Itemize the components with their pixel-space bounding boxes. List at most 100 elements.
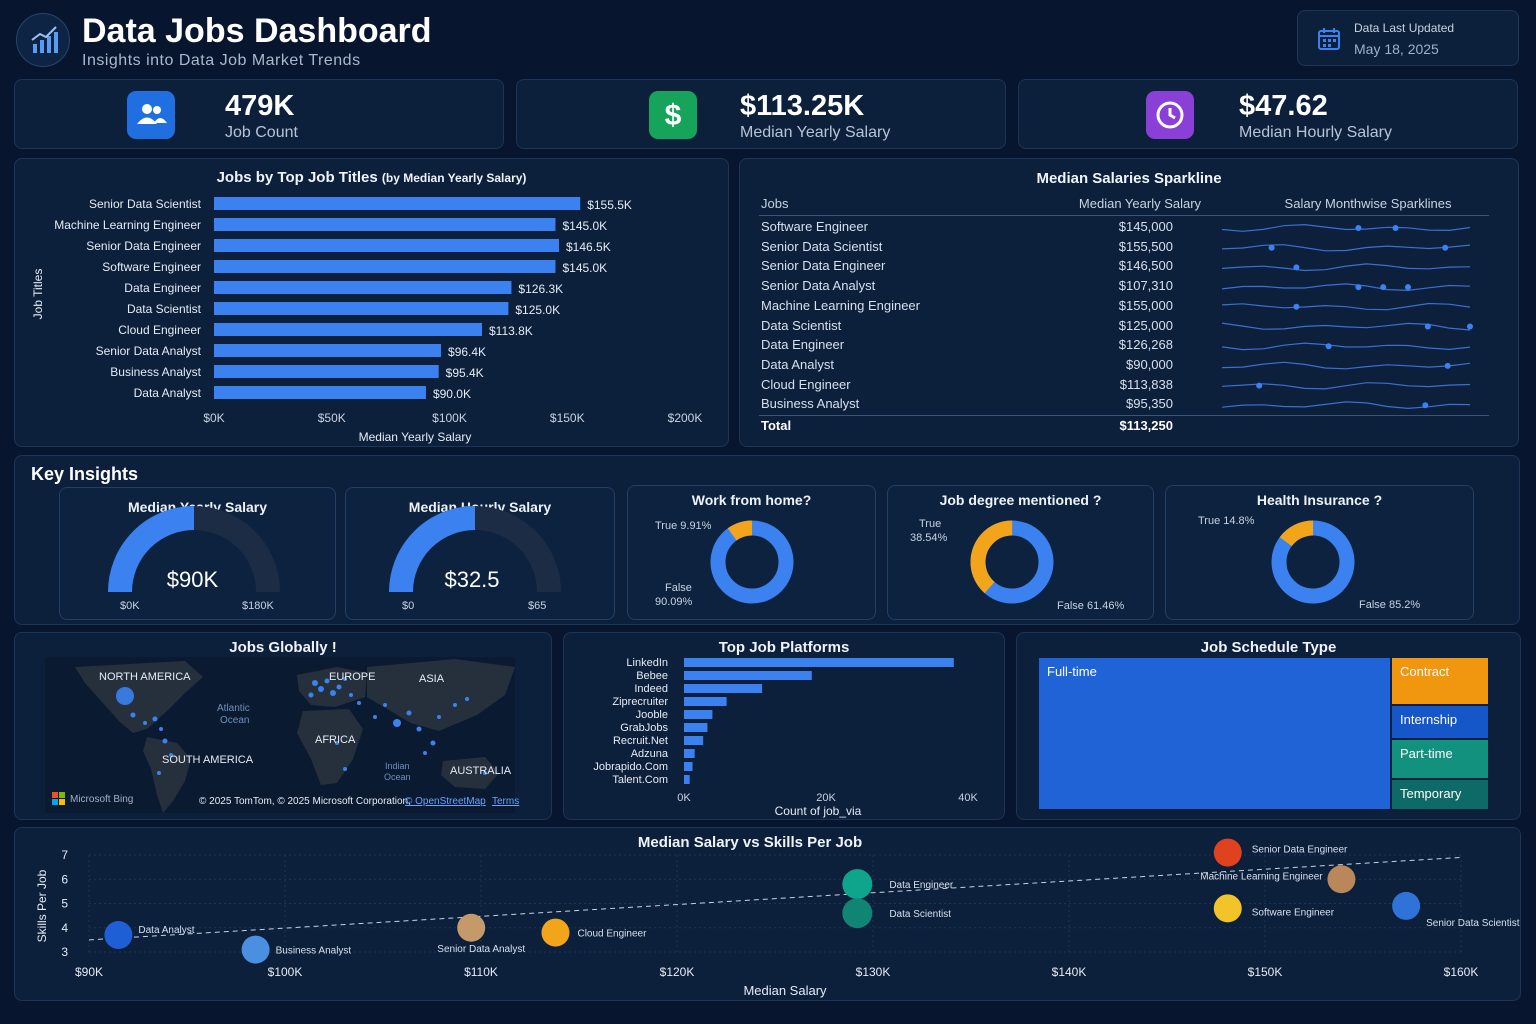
map-label-south-america: SOUTH AMERICA bbox=[162, 754, 254, 766]
map-title: Jobs Globally ! bbox=[229, 639, 337, 656]
x-tick-label: $160K bbox=[1444, 965, 1479, 979]
row-job: Data Analyst bbox=[761, 356, 834, 372]
platforms-bar-chart: LinkedInBebeeIndeedZiprecruiterJoobleGra… bbox=[593, 657, 978, 818]
donut-false-slice bbox=[710, 520, 794, 604]
scatter-title: Median Salary vs Skills Per Job bbox=[637, 834, 863, 851]
job-titles-bar-chart: Senior Data Scientist $155.5K Machine Lear… bbox=[31, 197, 702, 444]
treemap-part-time[interactable]: Part-time bbox=[1392, 740, 1488, 778]
svg-text:$: $ bbox=[665, 99, 682, 132]
platform-bar bbox=[684, 723, 708, 732]
row-job: Data Engineer bbox=[761, 337, 845, 353]
kpi-value: $47.62 bbox=[1239, 90, 1328, 122]
point-label: Data Scientist bbox=[889, 909, 951, 920]
x-tick-label: 40K bbox=[958, 792, 978, 804]
bar-value-label: $96.4K bbox=[448, 345, 486, 359]
platform-bar bbox=[684, 736, 704, 745]
gauge-min: $0 bbox=[402, 600, 415, 612]
scatter-point bbox=[1213, 894, 1242, 923]
total-label: Total bbox=[761, 418, 792, 433]
platform-label: Jooble bbox=[636, 709, 668, 721]
y-tick-label: 4 bbox=[61, 921, 68, 935]
sparkline-table-panel: Median Salaries Sparkline Jobs Median Ye… bbox=[739, 158, 1519, 447]
kpi-label: Median Yearly Salary bbox=[740, 124, 891, 141]
row-salary: $126,268 bbox=[1118, 337, 1173, 353]
x-tick-label: $120K bbox=[660, 965, 695, 979]
x-tick-label: $100K bbox=[432, 411, 467, 425]
x-tick-label: $130K bbox=[856, 965, 891, 979]
table-row: Data Engineer $126,268 bbox=[761, 337, 1491, 357]
x-axis-label: Median Salary bbox=[743, 983, 827, 998]
map-copyright: © 2025 TomTom, © 2025 Microsoft Corporat… bbox=[199, 796, 411, 807]
bar-category-label: Data Analyst bbox=[134, 386, 202, 400]
x-tick-label: $110K bbox=[464, 965, 498, 979]
platform-label: GrabJobs bbox=[620, 722, 668, 734]
scatter-point bbox=[842, 898, 873, 929]
table-row: Data Analyst $90,000 bbox=[761, 357, 1491, 377]
treemap-internship[interactable]: Internship bbox=[1392, 706, 1488, 738]
treemap-contract[interactable]: Contract bbox=[1392, 658, 1488, 704]
map-brand: Microsoft Bing bbox=[70, 794, 133, 805]
bar-value-label: $90.0K bbox=[433, 387, 471, 401]
donut-degree bbox=[970, 520, 1054, 604]
salary-skills-scatter: 3 4 5 6 7 $90K $100K $110K $120K $130K $140K $150K $… bbox=[35, 838, 1520, 998]
bar bbox=[214, 239, 560, 252]
map-label-africa: AFRICA bbox=[315, 734, 356, 746]
bar-value-label: $95.4K bbox=[446, 366, 484, 380]
job-titles-chart-panel: Jobs by Top Job Titles (by Median Yearly… bbox=[14, 158, 729, 447]
map-label-ocean: Ocean bbox=[220, 715, 249, 726]
donut-degree-card: Job degree mentioned ? True 38.54% False… bbox=[887, 485, 1154, 620]
col-sparklines: Salary Monthwise Sparklines bbox=[1284, 196, 1452, 211]
osm-link[interactable]: © OpenStreetMap bbox=[405, 796, 486, 807]
gauge-yearly bbox=[108, 506, 280, 593]
terms-link[interactable]: Terms bbox=[492, 796, 519, 807]
map-label-australia: AUSTRALIA bbox=[450, 765, 512, 777]
updated-label: Data Last Updated bbox=[1354, 21, 1455, 35]
world-map[interactable]: NORTH AMERICA EUROPE ASIA Atlantic Ocean… bbox=[15, 633, 553, 821]
row-salary: $146,500 bbox=[1118, 258, 1173, 274]
bar bbox=[214, 344, 442, 357]
row-job: Senior Data Scientist bbox=[761, 238, 883, 254]
donut-false-label: False bbox=[665, 582, 692, 594]
point-label: Business Analyst bbox=[276, 946, 352, 957]
donut-true-label: True 14.8% bbox=[1198, 515, 1255, 527]
bar bbox=[214, 281, 512, 294]
table-total-row: Total $113,250 bbox=[761, 418, 1491, 438]
donut-false-label: False 85.2% bbox=[1359, 599, 1421, 611]
map-label-north-america: NORTH AMERICA bbox=[99, 671, 191, 683]
table-row: Senior Data Engineer $146,500 bbox=[761, 258, 1491, 278]
scatter-point bbox=[541, 918, 570, 947]
platform-label: Talent.Com bbox=[612, 774, 668, 786]
row-salary: $145,000 bbox=[1118, 219, 1173, 234]
point-label: Senior Data Analyst bbox=[437, 944, 525, 955]
kpi-job-count: 479K Job Count bbox=[14, 79, 504, 149]
x-tick-label: $0K bbox=[203, 411, 224, 425]
kpi-value: $113.25K bbox=[740, 90, 865, 122]
donut-title: Job degree mentioned ? bbox=[939, 492, 1102, 508]
people-icon bbox=[127, 91, 175, 139]
point-label: Cloud Engineer bbox=[577, 929, 647, 940]
bar bbox=[214, 323, 482, 336]
gauge-yearly-card: Median Yearly Salary $90K $0K $180K bbox=[59, 487, 336, 620]
row-job: Data Scientist bbox=[761, 317, 842, 333]
schedule-panel: Job Schedule Type Full-time Contract Int… bbox=[1016, 632, 1521, 820]
x-axis-label: Count of job_via bbox=[775, 804, 862, 818]
platform-bar bbox=[684, 762, 693, 771]
donut-title: Health Insurance ? bbox=[1256, 492, 1383, 508]
donut-health-card: Health Insurance ? True 14.8% False 85.2… bbox=[1165, 485, 1474, 620]
donut-health bbox=[1271, 520, 1355, 604]
treemap-full-time[interactable]: Full-time bbox=[1039, 658, 1390, 809]
donut-true-slice bbox=[970, 520, 1054, 604]
donut-true-label: True bbox=[919, 518, 942, 530]
platform-label: LinkedIn bbox=[626, 657, 668, 669]
platform-bar bbox=[684, 658, 954, 667]
treemap-temporary[interactable]: Temporary bbox=[1392, 780, 1488, 809]
gauge-min: $0K bbox=[120, 600, 140, 612]
row-salary: $95,350 bbox=[1126, 396, 1173, 412]
row-job: Senior Data Engineer bbox=[761, 258, 886, 274]
gauge-value: $90K bbox=[166, 567, 219, 592]
table-row: Senior Data Analyst $107,310 bbox=[761, 278, 1491, 298]
bar-category-label: Data Engineer bbox=[124, 281, 201, 295]
table-row: Business Analyst $95,350 bbox=[761, 396, 1491, 416]
row-salary: $107,310 bbox=[1118, 278, 1173, 294]
updated-value: May 18, 2025 bbox=[1354, 41, 1439, 57]
